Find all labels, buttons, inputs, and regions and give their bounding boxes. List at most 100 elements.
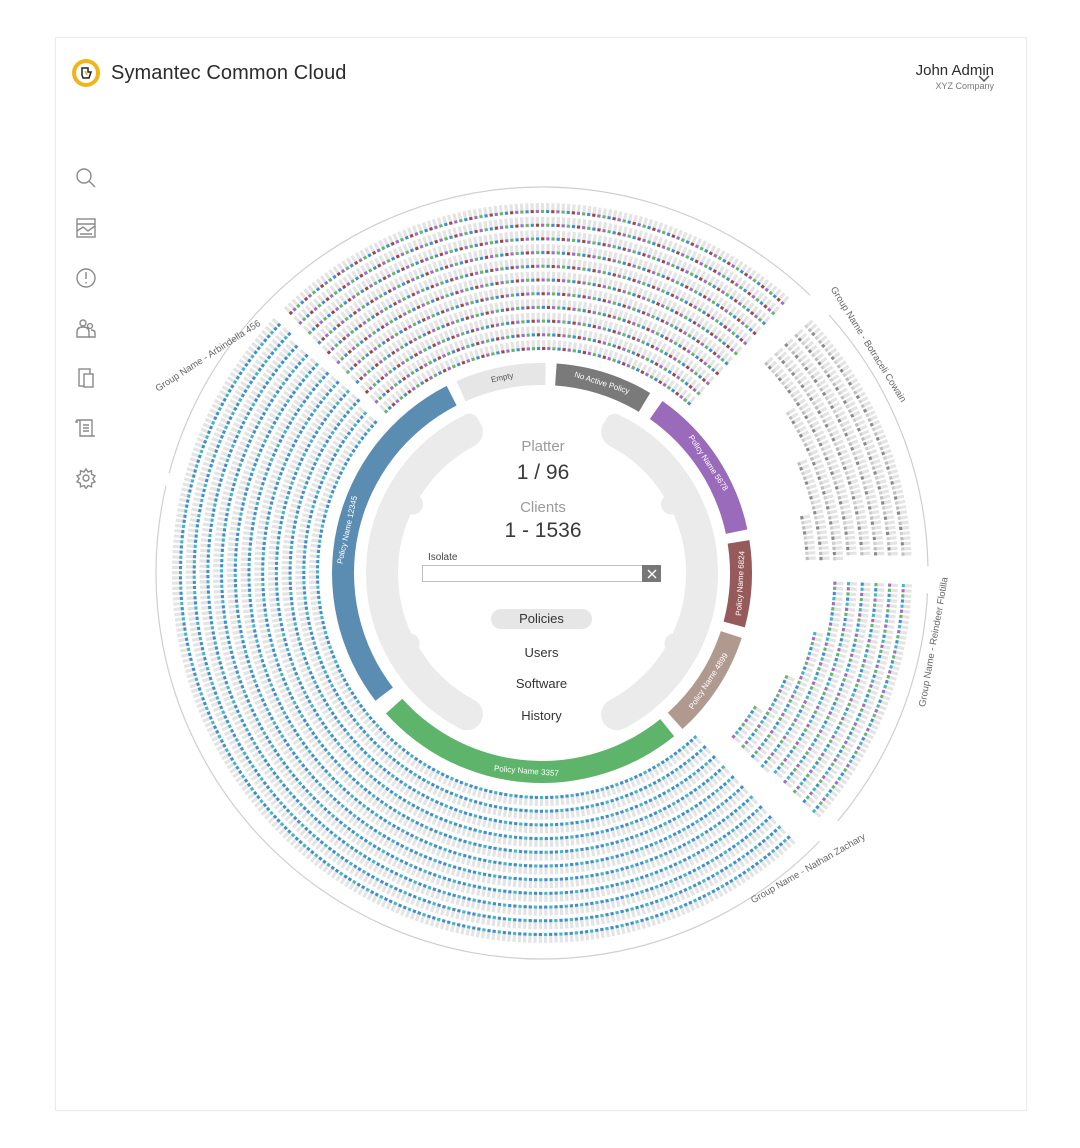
client-tile[interactable] (699, 240, 707, 251)
client-tile[interactable] (497, 833, 503, 844)
client-tile[interactable] (199, 580, 210, 584)
client-tile[interactable] (727, 322, 736, 333)
client-tile[interactable] (837, 387, 848, 396)
client-tile[interactable] (402, 229, 409, 240)
client-tile[interactable] (283, 662, 295, 669)
client-tile[interactable] (824, 420, 835, 428)
client-tile[interactable] (814, 331, 825, 341)
client-tile[interactable] (386, 329, 395, 340)
client-tile[interactable] (582, 329, 588, 341)
client-tile[interactable] (587, 261, 592, 272)
client-tile[interactable] (820, 361, 831, 370)
client-tile[interactable] (486, 859, 492, 870)
client-tile[interactable] (844, 530, 855, 535)
client-tile[interactable] (233, 684, 245, 692)
client-tile[interactable] (785, 407, 796, 416)
client-tile[interactable] (625, 865, 631, 877)
client-tile[interactable] (241, 598, 252, 603)
client-tile[interactable] (530, 271, 535, 282)
client-tile[interactable] (852, 688, 864, 695)
client-tile[interactable] (656, 222, 664, 233)
client-tile[interactable] (813, 374, 824, 384)
client-tile[interactable] (680, 372, 689, 383)
client-tile[interactable] (514, 244, 519, 256)
client-tile[interactable] (241, 593, 252, 598)
client-tile[interactable] (817, 473, 828, 481)
client-tile[interactable] (539, 864, 543, 875)
client-tile[interactable] (286, 622, 298, 628)
client-tile[interactable] (682, 324, 691, 336)
client-tile[interactable] (173, 539, 184, 544)
client-tile[interactable] (502, 820, 508, 831)
client-tile[interactable] (690, 235, 698, 247)
client-tile[interactable] (359, 249, 368, 260)
client-tile[interactable] (705, 375, 715, 386)
client-tile[interactable] (649, 857, 656, 869)
client-tile[interactable] (600, 801, 606, 813)
client-tile[interactable] (832, 662, 844, 669)
client-tile[interactable] (477, 208, 483, 219)
client-tile[interactable] (379, 285, 388, 296)
client-tile[interactable] (486, 845, 492, 857)
client-tile[interactable] (460, 924, 466, 935)
client-tile[interactable] (172, 560, 183, 565)
client-tile[interactable] (271, 612, 282, 618)
client-tile[interactable] (892, 650, 904, 656)
client-tile[interactable] (738, 279, 748, 290)
client-tile[interactable] (680, 261, 688, 272)
client-tile[interactable] (797, 375, 808, 385)
client-tile[interactable] (491, 874, 497, 885)
client-tile[interactable] (341, 260, 350, 271)
client-tile[interactable] (357, 299, 366, 310)
client-tile[interactable] (458, 311, 465, 322)
client-tile[interactable] (575, 862, 580, 873)
client-tile[interactable] (245, 624, 256, 630)
client-tile[interactable] (777, 351, 788, 361)
client-tile[interactable] (546, 285, 551, 296)
client-tile[interactable] (686, 343, 695, 354)
client-tile[interactable] (337, 279, 347, 290)
client-tile[interactable] (367, 377, 377, 388)
client-tile[interactable] (674, 385, 684, 396)
client-tile[interactable] (625, 922, 631, 933)
client-tile[interactable] (901, 589, 912, 593)
client-tile[interactable] (531, 340, 536, 351)
client-tile[interactable] (374, 272, 383, 283)
client-tile[interactable] (605, 842, 611, 854)
client-tile[interactable] (427, 249, 434, 260)
client-tile[interactable] (213, 584, 224, 589)
client-tile[interactable] (492, 804, 498, 816)
client-tile[interactable] (597, 235, 603, 246)
client-tile[interactable] (369, 275, 378, 286)
client-tile[interactable] (682, 340, 691, 351)
client-tile[interactable] (241, 541, 253, 546)
client-tile[interactable] (632, 286, 639, 297)
client-tile[interactable] (346, 273, 355, 284)
client-tile[interactable] (520, 326, 525, 338)
client-tile[interactable] (655, 325, 663, 336)
client-tile[interactable] (377, 334, 386, 346)
client-tile[interactable] (664, 330, 672, 341)
client-tile[interactable] (615, 924, 621, 936)
client-tile[interactable] (316, 512, 327, 519)
client-tile[interactable] (689, 250, 698, 262)
client-tile[interactable] (642, 246, 649, 257)
client-tile[interactable] (415, 896, 422, 908)
client-tile[interactable] (535, 244, 540, 255)
client-tile[interactable] (417, 267, 425, 278)
client-tile[interactable] (771, 364, 781, 374)
client-tile[interactable] (227, 599, 239, 604)
client-tile[interactable] (309, 650, 320, 658)
client-tile[interactable] (472, 222, 478, 234)
client-tile[interactable] (295, 586, 306, 590)
client-tile[interactable] (246, 679, 257, 686)
client-tile[interactable] (760, 278, 770, 289)
client-tile[interactable] (254, 562, 265, 566)
client-tile[interactable] (595, 886, 601, 898)
client-tile[interactable] (513, 808, 518, 819)
client-tile[interactable] (228, 604, 239, 609)
client-tile[interactable] (489, 345, 495, 356)
client-tile[interactable] (504, 204, 509, 215)
client-tile[interactable] (579, 930, 584, 941)
client-tile[interactable] (282, 545, 294, 550)
